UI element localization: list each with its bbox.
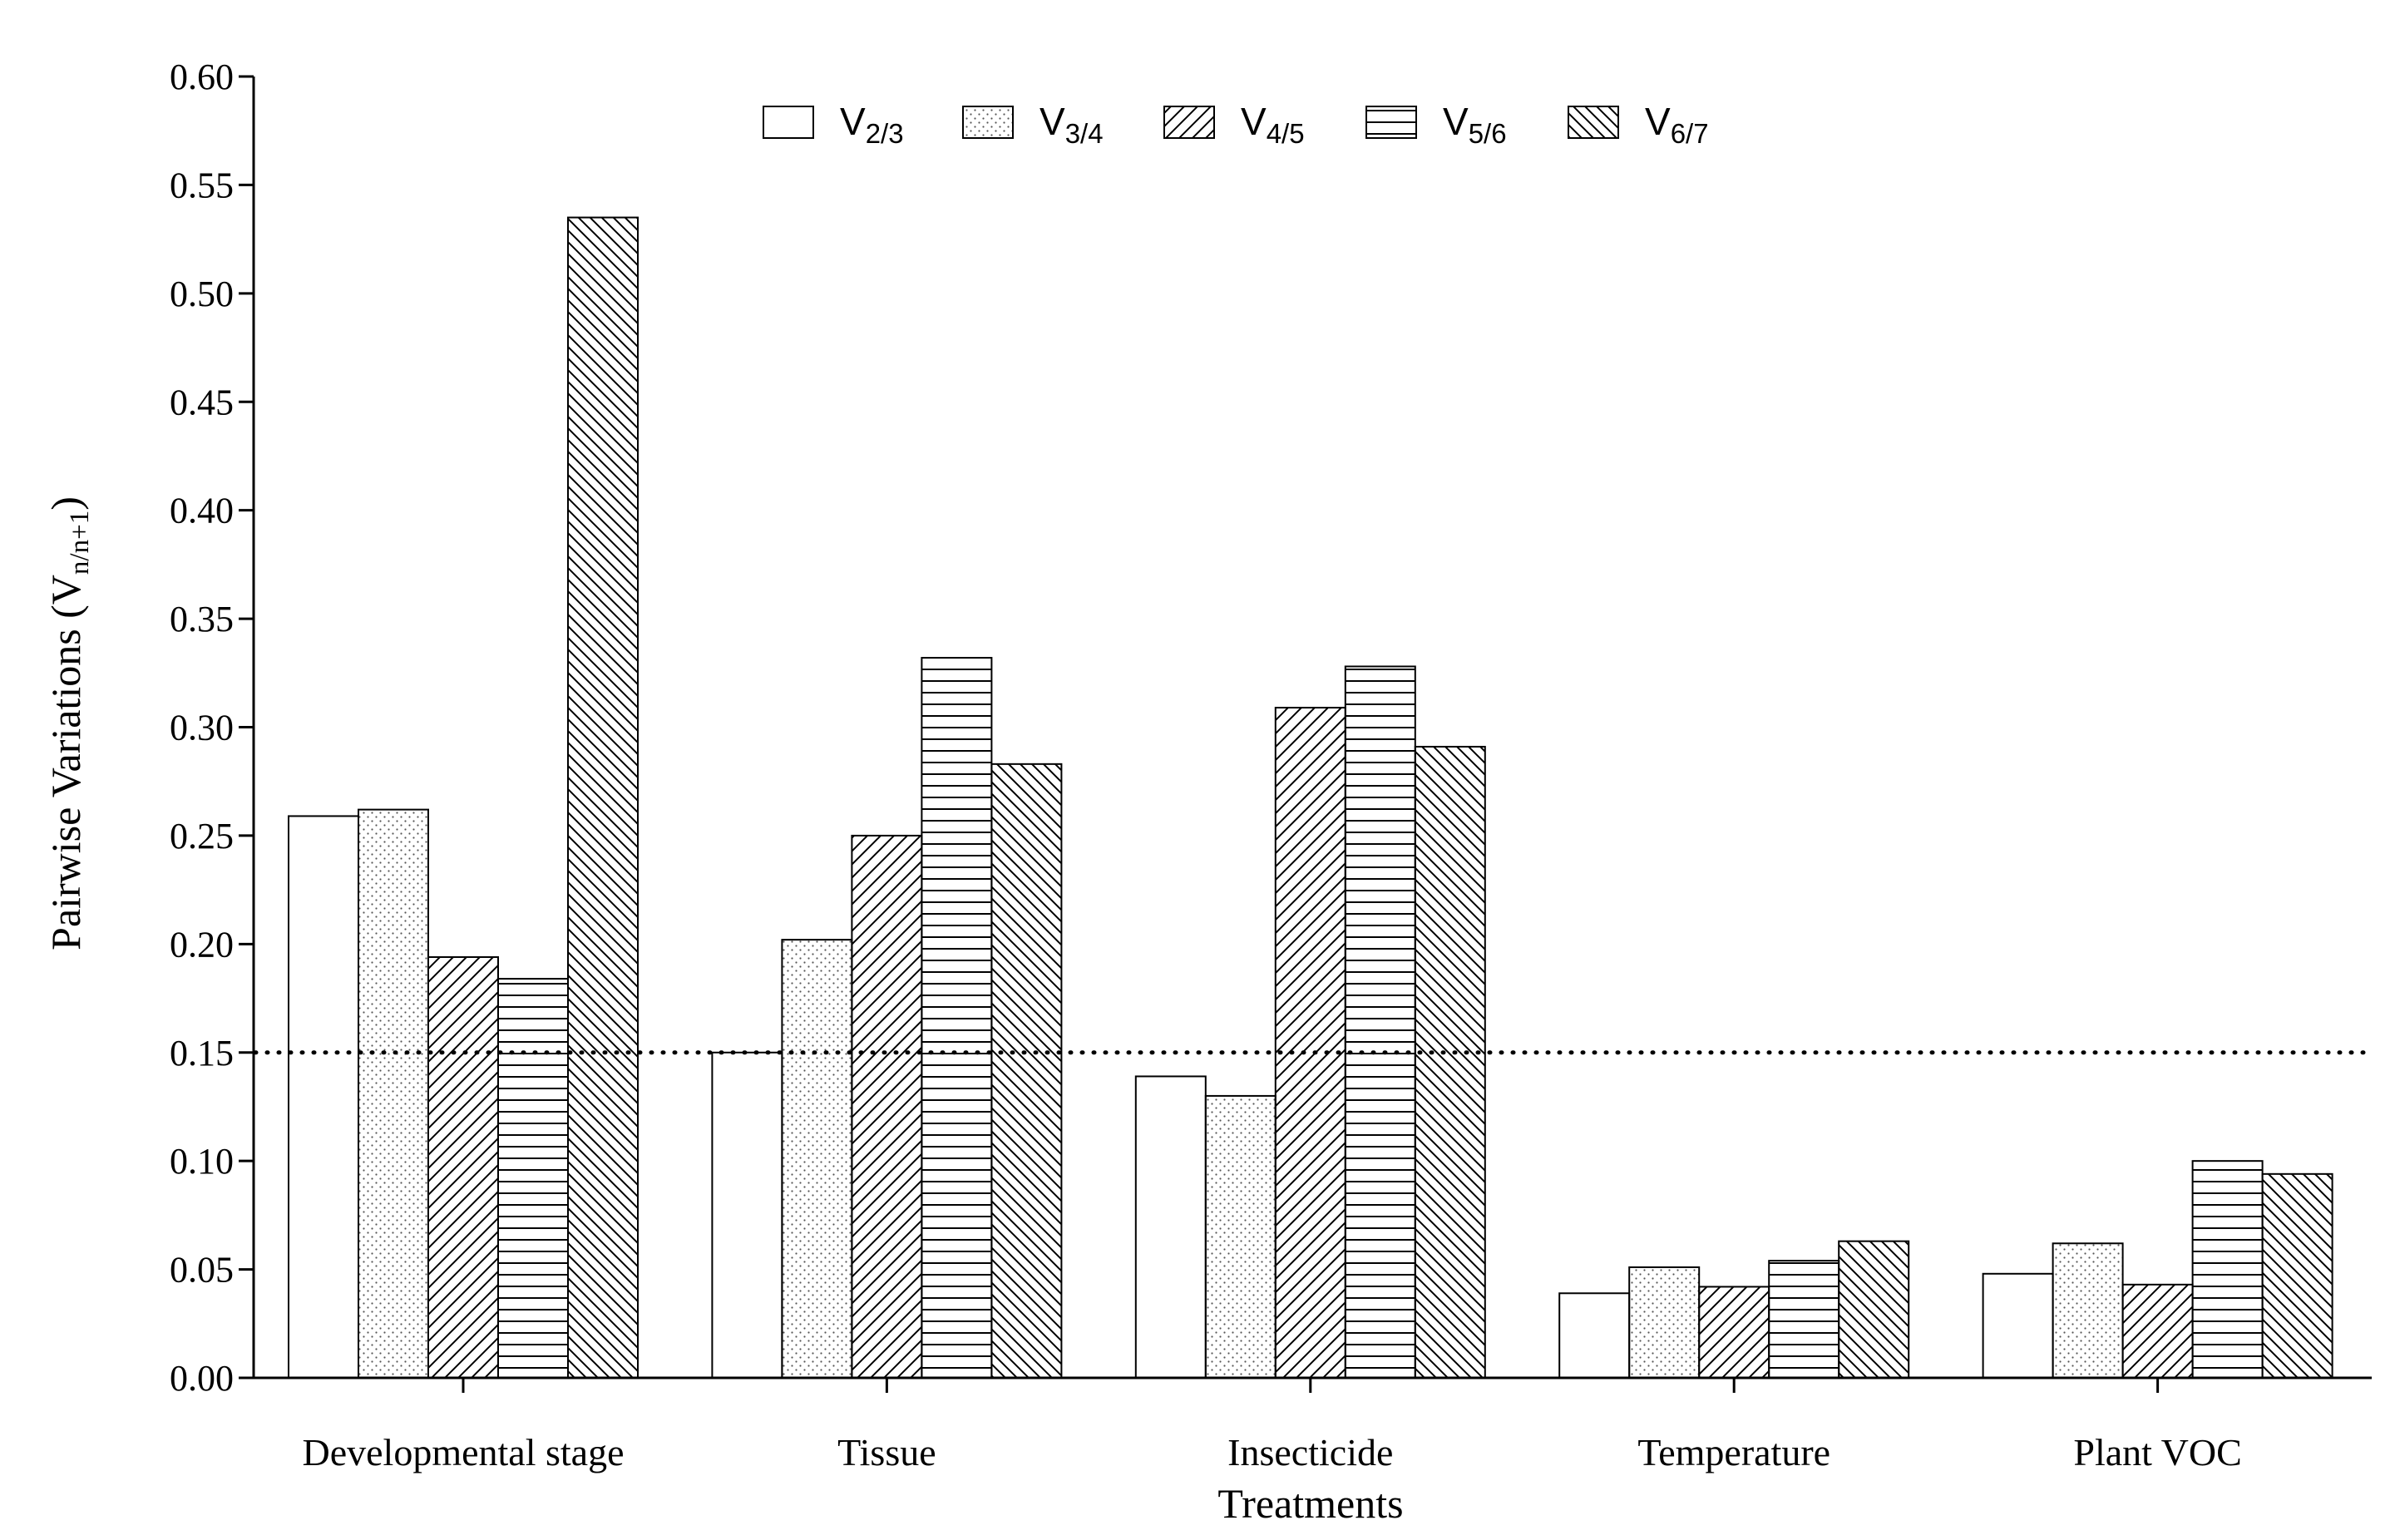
y-tick-label: 0.05 [170,1250,234,1291]
legend-swatch-3-4 [962,106,1014,139]
legend-label-4-5: V4/5 [1241,100,1305,149]
y-tick-label: 0.45 [170,382,234,422]
bar-5-6-3 [1768,1260,1840,1380]
y-axis-title: Pairwise Variations (Vn/n+1) [42,496,95,950]
y-tick-label: 0.30 [170,708,234,748]
bar-2-3-3 [1558,1292,1631,1380]
bar-4-5-2 [1274,707,1346,1379]
x-tick-label: Insecticide [1227,1431,1393,1473]
bar-6-7-2 [1414,745,1486,1379]
y-tick-label: 0.55 [170,165,234,205]
bar-5-6-4 [2191,1160,2264,1379]
bar-6-7-1 [990,763,1063,1379]
bar-2-3-0 [288,815,359,1379]
y-axis-title-main: Pairwise Variations (V [42,575,89,950]
legend-swatch-2-3 [763,106,814,139]
bar-6-7-0 [567,216,639,1380]
bar-4-5-4 [2121,1283,2194,1380]
x-tick-label: Temperature [1637,1431,1830,1473]
bar-3-4-2 [1204,1094,1277,1379]
bar-3-4-0 [358,808,429,1379]
bar-5-6-0 [497,978,569,1379]
y-axis-title-close: ) [42,496,89,511]
legend-label-6-7: V6/7 [1645,100,1709,149]
legend-swatch-4-5 [1163,106,1215,139]
bar-2-3-2 [1134,1075,1207,1379]
x-tick-label: Tissue [837,1431,936,1473]
y-tick-label: 0.40 [170,491,234,531]
y-tick-label: 0.10 [170,1141,234,1182]
legend-label-2-3: V2/3 [840,100,904,149]
bar-4-5-1 [851,834,923,1379]
bar-5-6-2 [1344,665,1416,1379]
bar-5-6-1 [921,657,993,1379]
bar-3-4-1 [781,939,853,1380]
x-ticks: Developmental stage Tissue Insecticide Temp… [302,1378,2242,1473]
x-tick-label: Plant VOC [2073,1431,2241,1473]
legend-swatch-5-6 [1365,106,1417,139]
bar-3-4-4 [2052,1242,2124,1379]
legend-label-5-6: V5/6 [1443,100,1507,149]
y-axis-title-sub: n/n+1 [65,511,95,575]
bar-4-5-0 [427,955,499,1379]
y-tick-label: 0.00 [170,1358,234,1399]
y-tick-label: 0.35 [170,599,234,639]
y-tick-label: 0.20 [170,924,234,965]
bar-2-3-4 [1982,1272,2054,1380]
y-tick-label: 0.15 [170,1033,234,1074]
bar-3-4-3 [1628,1266,1701,1379]
legend: V2/3 V3/4 V4/5 V5/6 V6/7 [763,100,1709,149]
bar-4-5-3 [1698,1286,1770,1379]
y-tick-label: 0.25 [170,816,234,856]
bar-6-7-4 [2261,1172,2333,1379]
bar-2-3-1 [711,1051,783,1379]
y-tick-label: 0.50 [170,274,234,314]
legend-label-3-4: V3/4 [1039,100,1104,149]
y-tick-label: 0.60 [170,57,234,97]
x-axis-title: Treatments [1217,1480,1403,1527]
bars [288,216,2333,1380]
y-ticks: 0.00 0.05 0.10 0.15 0.20 0.25 0.30 0.35 0.40 0.45… [170,57,254,1399]
legend-swatch-6-7 [1568,106,1619,139]
x-tick-label: Developmental stage [302,1431,624,1473]
bar-6-7-3 [1838,1240,1910,1380]
